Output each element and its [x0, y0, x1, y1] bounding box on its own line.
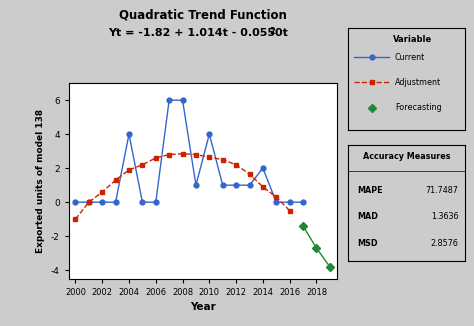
Text: Variable: Variable: [392, 35, 432, 44]
Text: 71.7487: 71.7487: [426, 186, 459, 195]
Text: MSD: MSD: [358, 239, 378, 248]
X-axis label: Year: Year: [190, 302, 216, 312]
Text: 2.8576: 2.8576: [431, 239, 459, 248]
Text: 2: 2: [270, 27, 276, 36]
Y-axis label: Exported units of model 138: Exported units of model 138: [36, 109, 46, 253]
Text: Forecasting: Forecasting: [395, 103, 441, 112]
Text: Current: Current: [395, 53, 425, 62]
Text: Accuracy Measures: Accuracy Measures: [363, 152, 450, 161]
Text: Quadratic Trend Function: Quadratic Trend Function: [118, 8, 287, 21]
Text: Adjustment: Adjustment: [395, 78, 441, 87]
Text: MAD: MAD: [358, 212, 379, 221]
Text: Yt = -1.82 + 1.014t - 0.0550t: Yt = -1.82 + 1.014t - 0.0550t: [108, 28, 288, 38]
Text: 1.3636: 1.3636: [431, 212, 459, 221]
Text: MAPE: MAPE: [358, 186, 383, 195]
